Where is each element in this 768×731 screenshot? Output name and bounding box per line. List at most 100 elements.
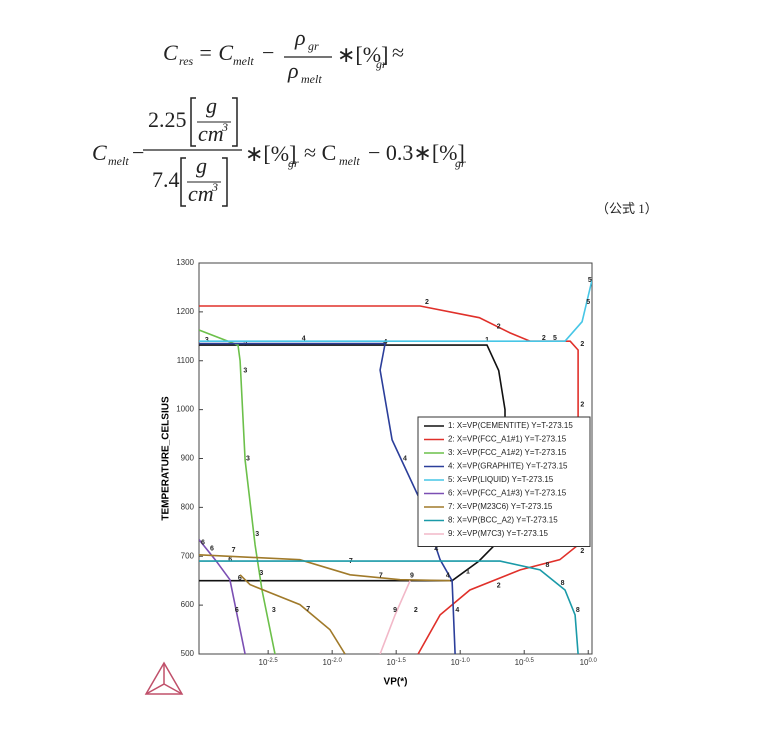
x-tick-label: 10-1.5: [387, 658, 407, 668]
legend-label: 1: X=VP(CEMENTITE) Y=T-273.15: [448, 421, 573, 430]
formula-symbol: ρ: [287, 58, 299, 83]
tick-base: 10: [387, 658, 396, 667]
curve-label: 2: [580, 341, 584, 348]
series-line: [199, 342, 456, 654]
formula-operator: ≈: [392, 40, 404, 65]
y-tick-label: 1200: [176, 307, 194, 316]
bracket: [180, 157, 228, 207]
formula-subscript: gr: [288, 156, 299, 170]
x-tick-label: 10-0.5: [515, 658, 535, 668]
curve-label: 8: [576, 607, 580, 614]
y-tick-label: 500: [181, 649, 195, 658]
formula-caption: （公式 1）: [596, 201, 658, 216]
series-line: [199, 329, 276, 654]
curve-label: 2: [542, 335, 546, 342]
curve-label: 3: [243, 367, 247, 374]
formula-subscript: gr: [376, 57, 387, 71]
tick-base: 10: [323, 658, 332, 667]
y-tick-label: 600: [181, 600, 195, 609]
formula-subscript: gr: [308, 39, 319, 53]
curve-label: 4: [302, 336, 306, 343]
formula-subscript: melt: [339, 154, 360, 168]
series-line: [379, 580, 411, 654]
curve-label: 6: [201, 539, 205, 546]
curve-label: 8: [561, 580, 565, 587]
formula-symbol: cm: [188, 181, 214, 206]
curve-label: 4: [434, 546, 438, 553]
curve-label: 3: [259, 570, 263, 577]
formula-symbol: ρ: [294, 25, 306, 50]
tick-exponent: -1.5: [395, 658, 406, 664]
formula-symbol: − 0.3∗[%]: [368, 140, 465, 165]
curve-label: 2: [497, 582, 501, 589]
series-line: [199, 344, 506, 582]
curve-label: 5: [588, 277, 592, 284]
x-tick-label: 100.0: [580, 658, 598, 668]
formula-superscript: 3: [221, 120, 228, 134]
formula-symbol: C: [92, 140, 107, 165]
formula-number: 7.4: [152, 167, 180, 192]
series-line: [199, 305, 579, 654]
tick-exponent: -0.5: [524, 658, 535, 664]
curve-label: 2: [414, 607, 418, 614]
y-tick-label: 1300: [176, 258, 194, 267]
formula-subscript: melt: [301, 72, 322, 86]
y-tick-label: 900: [181, 454, 195, 463]
legend-label: 7: X=VP(M23C6) Y=T-273.15: [448, 502, 553, 511]
curve-label: 7: [232, 547, 236, 554]
curve-label: 5: [553, 335, 557, 342]
formula-subscript: gr: [455, 156, 466, 170]
curve-label: 4: [455, 607, 459, 614]
formula-symbol: g: [206, 93, 217, 118]
tick-exponent: -2.5: [267, 658, 278, 664]
curve-label: 1: [466, 569, 470, 576]
curve-label: 5: [586, 299, 590, 306]
legend-label: 5: X=VP(LIQUID) Y=T-273.15: [448, 475, 554, 484]
curve-label: 2: [580, 402, 584, 409]
formula-symbol: = C: [198, 40, 233, 65]
y-tick-label: 700: [181, 551, 195, 560]
curve-label: 7: [379, 573, 383, 580]
tick-base: 10: [580, 658, 589, 667]
formula-operator: −: [262, 40, 274, 65]
curve-label: 3: [255, 531, 259, 538]
formula-symbol: g: [196, 153, 207, 178]
y-tick-label: 1100: [177, 356, 195, 365]
formula-superscript: 3: [211, 180, 218, 194]
tick-base: 10: [259, 658, 268, 667]
curve-label: 3: [272, 607, 276, 614]
curve-label: 2: [580, 548, 584, 555]
legend-label: 4: X=VP(GRAPHITE) Y=T-273.15: [448, 462, 568, 471]
curve-label: 4: [383, 339, 387, 346]
curve-label: 6: [228, 557, 232, 564]
y-axis-title: TEMPERATURE_CELSIUS: [161, 396, 172, 521]
tick-exponent: -2.0: [331, 658, 342, 664]
formula-symbol: ∗[%]: [337, 42, 388, 67]
curve-label: 3: [246, 455, 250, 462]
series-line: [199, 554, 451, 654]
curve-label: 8: [545, 562, 549, 569]
formula-operator: −: [132, 140, 144, 165]
series-line: [199, 560, 579, 654]
curve-label: 9: [393, 607, 397, 614]
formula-symbol: cm: [198, 121, 224, 146]
series-line: [199, 279, 592, 342]
x-axis-title: VP(*): [384, 677, 408, 688]
legend-label: 2: X=VP(FCC_A1#1) Y=T-273.15: [448, 435, 567, 444]
curve-label: 2: [497, 323, 501, 330]
curve-label: 6: [210, 545, 214, 552]
legend-label: 6: X=VP(FCC_A1#3) Y=T-273.15: [448, 489, 567, 498]
logo: [144, 661, 184, 695]
formula-symbol: ∗[%]: [245, 141, 296, 166]
formula-subscript: melt: [108, 154, 129, 168]
tick-base: 10: [451, 658, 460, 667]
x-tick-label: 10-1.0: [451, 658, 471, 668]
tick-base: 10: [515, 658, 524, 667]
bracket: [190, 97, 238, 147]
x-tick-label: 10-2.5: [259, 658, 279, 668]
x-tick-label: 10-2.0: [323, 658, 343, 668]
legend-label: 3: X=VP(FCC_A1#2) Y=T-273.15: [448, 448, 567, 457]
